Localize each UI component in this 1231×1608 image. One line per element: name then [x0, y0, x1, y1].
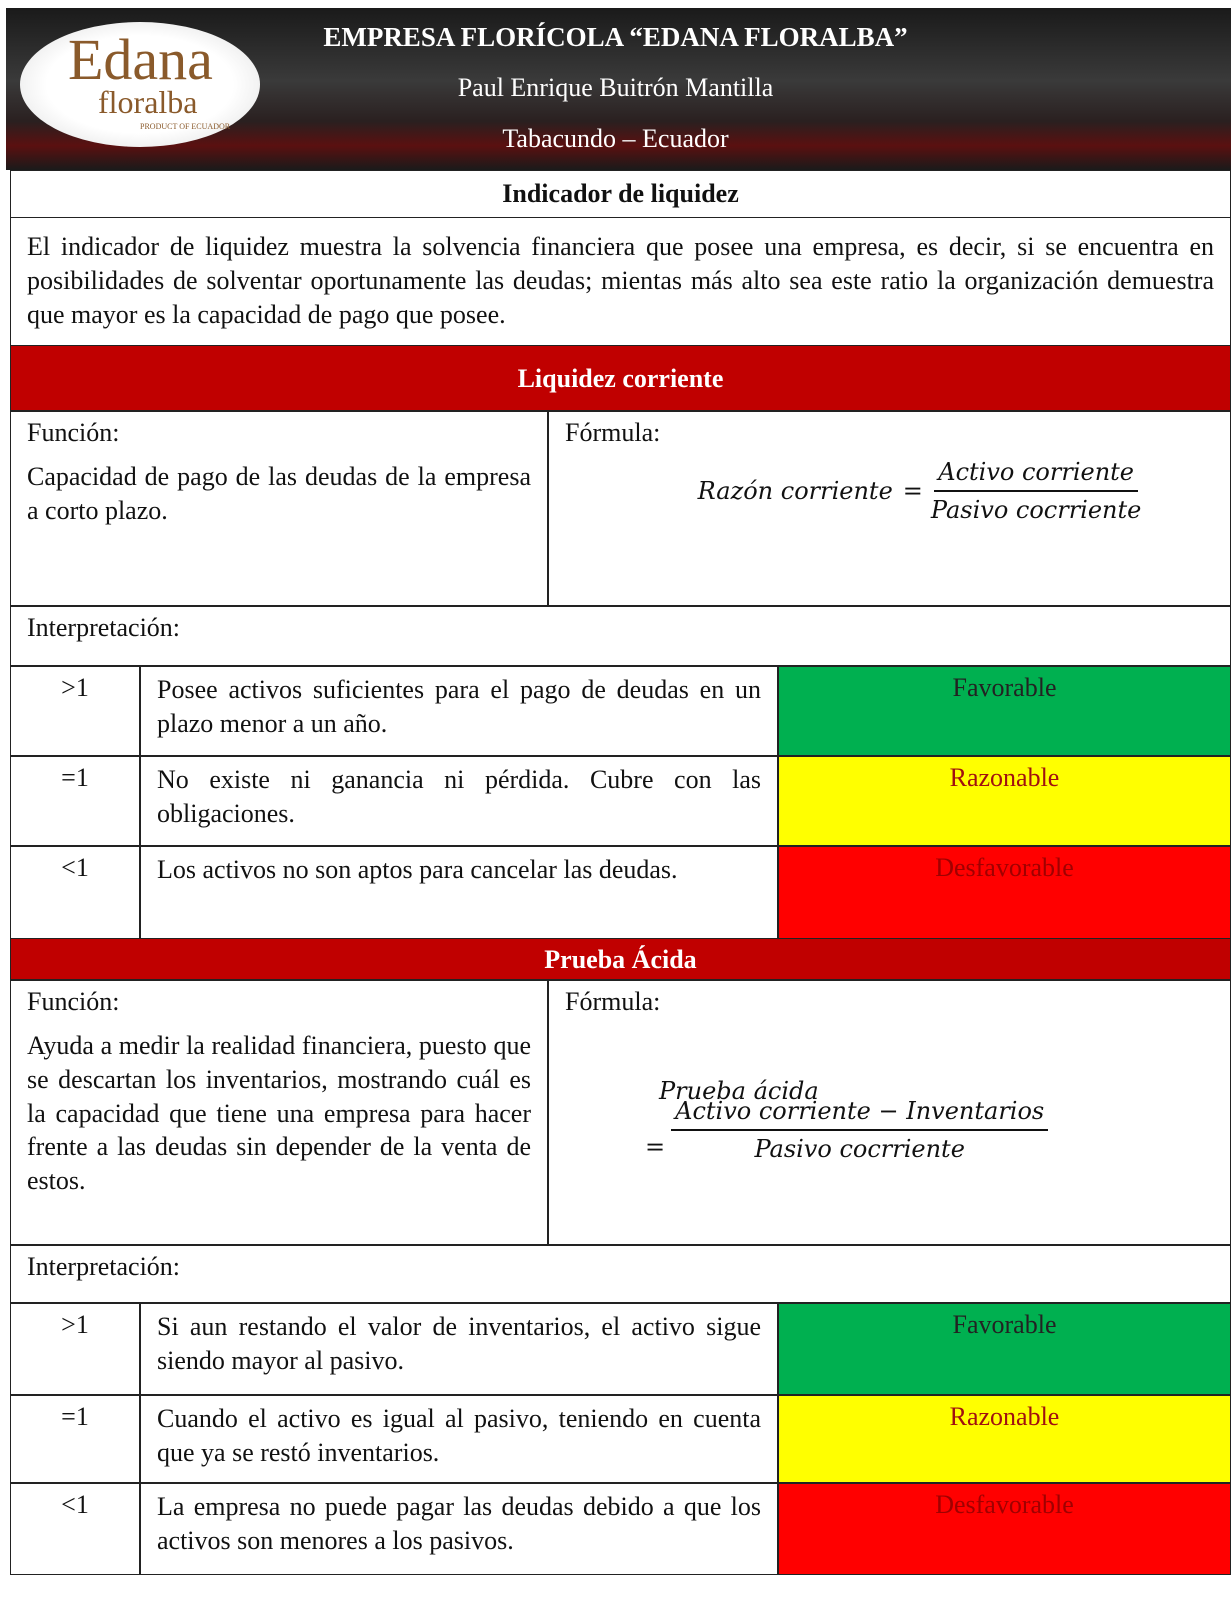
function-label: Función:: [27, 987, 120, 1016]
row-symbol: >1: [10, 666, 140, 756]
row-text: Los activos no son aptos para cancelar l…: [140, 846, 778, 939]
formula-label: Fórmula:: [565, 987, 661, 1016]
row-symbol: >1: [10, 1303, 140, 1395]
intro-text: El indicador de liquidez muestra la solv…: [10, 217, 1231, 346]
header-subtitle: Paul Enrique Buitrón Mantilla: [457, 73, 774, 102]
row-rating: Razonable: [778, 1395, 1231, 1483]
section-title: Prueba Ácida: [10, 938, 1231, 980]
fraction: Activo corriente Pasivo cocrriente: [931, 458, 1141, 524]
row-symbol: =1: [10, 756, 140, 846]
formula-cell: Fórmula: Prueba ácida = Activo corriente − …: [548, 980, 1231, 1245]
interpretation-label: Interpretación:: [10, 1245, 1231, 1303]
formula-operator: =: [645, 1133, 666, 1161]
formula-denominator: Pasivo cocrriente: [930, 496, 1142, 524]
logo-name2: floralba: [98, 84, 198, 120]
logo: Edana floralba PRODUCT OF ECUADOR: [20, 22, 260, 147]
formula: Prueba ácida = Activo corriente − Inventar…: [645, 1077, 1214, 1163]
formula-lhs: Razón corriente: [697, 477, 893, 505]
row-text: Cuando el activo es igual al pasivo, ten…: [140, 1395, 778, 1483]
formula-label: Fórmula:: [565, 418, 661, 447]
function-cell: Función: Capacidad de pago de las deudas …: [10, 411, 548, 606]
function-label: Función:: [27, 418, 120, 447]
section-title: Liquidez corriente: [10, 345, 1231, 411]
formula-numerator: Activo corriente − Inventarios: [671, 1097, 1049, 1131]
row-rating: Razonable: [778, 756, 1231, 846]
row-rating: Desfavorable: [778, 846, 1231, 939]
formula-numerator: Activo corriente: [934, 458, 1138, 492]
row-symbol: =1: [10, 1395, 140, 1483]
header-title: EMPRESA FLORÍCOLA “EDANA FLORALBA”: [323, 22, 908, 52]
formula-line: = Activo corriente − Inventarios Pasivo co…: [645, 1097, 1214, 1163]
row-symbol: <1: [10, 846, 140, 939]
row-text: Posee activos suficientes para el pago d…: [140, 666, 778, 756]
row-rating: Desfavorable: [778, 1483, 1231, 1575]
function-cell: Función: Ayuda a medir la realidad financ…: [10, 980, 548, 1245]
formula-cell: Fórmula: Razón corriente = Activo corriente…: [548, 411, 1231, 606]
formula-denominator: Pasivo cocrriente: [754, 1135, 965, 1163]
intro-title: Indicador de liquidez: [10, 170, 1231, 218]
formula-line: Razón corriente = Activo corriente Pasivo c…: [625, 458, 1214, 524]
function-text: Capacidad de pago de las deudas de la em…: [27, 462, 531, 525]
interpretation-label: Interpretación:: [10, 606, 1231, 666]
function-text: Ayuda a medir la realidad financiera, pu…: [27, 1031, 531, 1196]
logo-name: Edana: [68, 27, 213, 92]
row-text: La empresa no puede pagar las deudas deb…: [140, 1483, 778, 1575]
logo-tagline: PRODUCT OF ECUADOR: [140, 122, 231, 131]
formula-operator: =: [902, 477, 923, 505]
row-symbol: <1: [10, 1483, 140, 1575]
header-location: Tabacundo – Ecuador: [502, 124, 729, 153]
fraction: Activo corriente − Inventarios Pasivo coc…: [671, 1097, 1049, 1163]
formula: Razón corriente = Activo corriente Pasivo c…: [565, 458, 1214, 524]
row-rating: Favorable: [778, 1303, 1231, 1395]
formula-lhs: Prueba ácida: [659, 1077, 819, 1105]
row-text: Si aun restando el valor de inventarios,…: [140, 1303, 778, 1395]
row-text: No existe ni ganancia ni pérdida. Cubre …: [140, 756, 778, 846]
row-rating: Favorable: [778, 666, 1231, 756]
